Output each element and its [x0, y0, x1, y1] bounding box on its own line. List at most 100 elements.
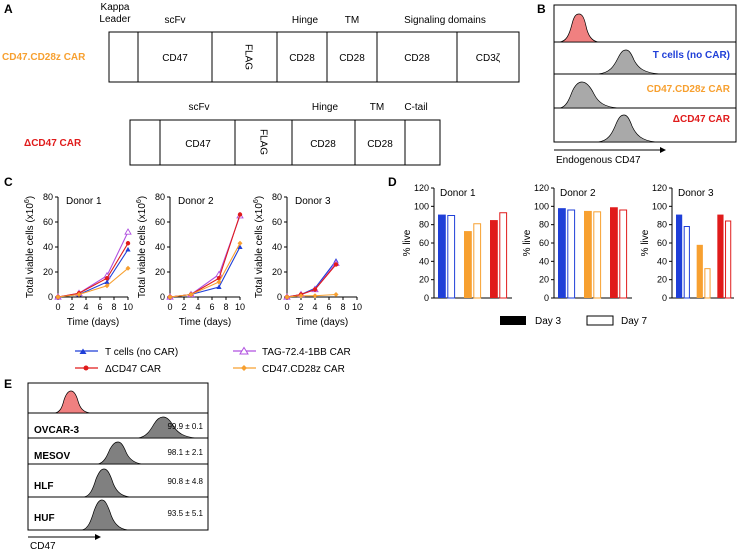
y-tick-label: 0 [160, 292, 165, 302]
x-tick-label: 0 [167, 302, 172, 312]
construct-2-diagram: CD47 FLAG CD28 CD28 [129, 119, 441, 166]
x-tick-label: 10 [352, 302, 362, 312]
x-axis-label: Time (days) [67, 317, 119, 328]
bar-day7 [499, 212, 508, 299]
d-legend-day7: Day 7 [621, 316, 648, 327]
data-point [104, 283, 110, 289]
c1-seg-hinge: CD28 [289, 53, 315, 64]
panel-d-legend: Day 3 Day 7 [500, 315, 648, 327]
x-tick-label: 8 [223, 302, 228, 312]
data-point [237, 240, 243, 246]
c1-seg-flag: FLAG [242, 44, 253, 70]
y-axis-label: % live [402, 229, 413, 256]
c2-seg-tm: CD28 [367, 139, 393, 150]
data-point [124, 228, 132, 235]
e-stat-ovcar3: 99.9 ± 0.1 [167, 422, 203, 431]
x-tick-label: 6 [326, 302, 331, 312]
data-point [167, 294, 173, 300]
y-tick-label: 20 [43, 267, 53, 277]
c2-seg-cd47: CD47 [185, 139, 211, 150]
y-tick-label: 0 [544, 293, 549, 303]
x-tick-label: 4 [83, 302, 88, 312]
y-tick-label: 120 [414, 183, 429, 193]
y-tick-label: 60 [539, 238, 549, 248]
legend-marker-cd47cd28z [241, 365, 247, 371]
y-tick-label: 20 [539, 275, 549, 285]
y-tick-label: 40 [657, 256, 667, 266]
legend-swatch-day3 [500, 316, 526, 325]
data-point [333, 292, 339, 297]
y-axis-label: % live [522, 229, 533, 256]
panel-label-b: B [537, 2, 546, 16]
label-hinge-1: Hinge [292, 15, 319, 26]
chart-title: Donor 1 [440, 188, 476, 199]
c1-seg-tm: CD28 [339, 53, 365, 64]
construct-2-box [129, 119, 441, 166]
data-point [333, 262, 339, 267]
histogram-dcd47-b [597, 114, 657, 143]
label-leader: Leader [99, 14, 131, 25]
x-tick-label: 10 [235, 302, 245, 312]
construct-1-box [108, 31, 520, 83]
histogram-isotype-b [559, 13, 599, 43]
bar-day3 [717, 214, 724, 298]
chart-title: Donor 1 [66, 196, 102, 207]
bar-day7 [447, 215, 456, 299]
x-tick-label: 2 [298, 302, 303, 312]
e-row-mesov: MESOV [34, 451, 70, 462]
y-tick-label: 100 [652, 201, 667, 211]
data-point [312, 293, 318, 299]
b-xlabel: Endogenous CD47 [556, 155, 641, 166]
x-tick-label: 8 [111, 302, 116, 312]
series-line [286, 260, 337, 298]
data-point [125, 265, 131, 271]
c2-seg-flag: FLAG [257, 129, 268, 155]
y-tick-label: 80 [43, 192, 53, 202]
construct-name-dcd47: ΔCD47 CAR [24, 138, 82, 149]
y-tick-label: 40 [539, 256, 549, 266]
y-tick-label: 20 [657, 275, 667, 285]
label-kappa: Kappa [101, 2, 130, 13]
bar-day7 [473, 223, 482, 299]
y-axis-label: Total viable cells (x106) [136, 196, 148, 298]
c-legend-cd47cd28z: CD47.CD28z CAR [262, 364, 345, 375]
bar-day3 [438, 214, 446, 298]
data-point [312, 287, 318, 292]
y-tick-label: 60 [43, 217, 53, 227]
bar-day3 [696, 244, 703, 298]
label-ctail: C-tail [404, 102, 427, 113]
x-tick-label: 6 [209, 302, 214, 312]
series-line [286, 264, 337, 298]
label-tm-2: TM [370, 102, 384, 113]
series-line [57, 267, 129, 298]
y-tick-label: 40 [43, 242, 53, 252]
histogram-ovcar3 [137, 416, 197, 439]
e-arrow-head-icon [95, 534, 101, 540]
x-tick-label: 0 [55, 302, 60, 312]
legend-marker-tcells [79, 348, 87, 354]
chart-title: Donor 3 [678, 188, 714, 199]
x-tick-label: 0 [284, 302, 289, 312]
x-tick-label: 10 [123, 302, 133, 312]
e-stat-hlf: 90.8 ± 4.8 [167, 477, 203, 486]
y-tick-label: 20 [419, 275, 429, 285]
data-point [76, 292, 82, 297]
data-point [216, 284, 222, 289]
y-tick-label: 80 [657, 220, 667, 230]
data-point [216, 279, 222, 285]
y-tick-label: 60 [657, 238, 667, 248]
panel-label-d: D [388, 175, 397, 189]
panel-c-legend: T cells (no CAR) ΔCD47 CAR TAG-72.4-1BB … [75, 346, 351, 375]
label-signaling: Signaling domains [404, 15, 486, 26]
series-line [169, 246, 241, 298]
y-tick-label: 100 [534, 201, 549, 211]
y-tick-label: 20 [155, 267, 165, 277]
bar-day3 [464, 231, 472, 298]
label-scfv-1: scFv [164, 15, 185, 26]
e-row-ovcar3: OVCAR-3 [34, 425, 79, 436]
c2-seg-hinge: CD28 [310, 139, 336, 150]
y-tick-label: 0 [424, 293, 429, 303]
